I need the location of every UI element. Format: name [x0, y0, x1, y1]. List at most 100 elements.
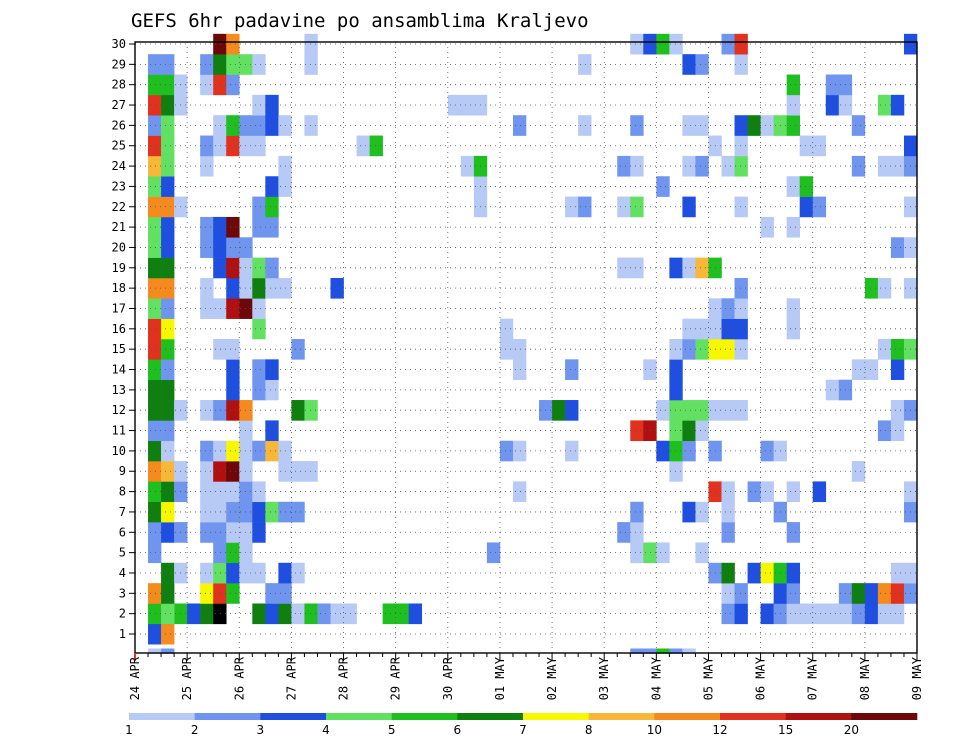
heatmap-cell — [200, 440, 214, 462]
heatmap-cell — [721, 155, 735, 177]
heatmap-cell — [877, 155, 892, 177]
heatmap-cell — [161, 583, 175, 604]
heatmap-cell — [226, 298, 240, 319]
heatmap-cell — [252, 298, 266, 319]
heatmap-cell — [148, 54, 162, 75]
y-tick-label: 10 — [112, 444, 126, 458]
heatmap-cell — [200, 155, 214, 177]
heatmap-cell — [890, 400, 905, 421]
heatmap-cell — [695, 542, 709, 564]
heatmap-cell — [734, 583, 748, 604]
y-tick-label: 27 — [112, 98, 126, 112]
heatmap-cell — [161, 603, 175, 625]
heatmap-cell — [799, 176, 814, 197]
heatmap-cell — [148, 648, 162, 654]
heatmap-cell — [682, 54, 696, 75]
heatmap-cell — [161, 155, 175, 177]
heatmap-cell — [799, 603, 814, 625]
heatmap-cell — [213, 135, 227, 157]
x-tick-label: 06 MAY — [754, 656, 768, 700]
heatmap-cell — [682, 257, 696, 279]
colorbar-swatch — [129, 713, 195, 720]
heatmap-cell — [226, 461, 240, 482]
heatmap-cell — [200, 298, 214, 319]
heatmap-cell — [760, 603, 774, 625]
heatmap-cell — [213, 603, 227, 625]
heatmap-cell — [213, 298, 227, 319]
heatmap-cell — [812, 603, 827, 625]
heatmap-cell — [148, 74, 162, 96]
heatmap-cell — [695, 420, 709, 442]
heatmap-cell — [682, 155, 696, 177]
heatmap-cell — [851, 603, 866, 625]
heatmap-cell — [877, 277, 892, 299]
heatmap-cell — [786, 74, 800, 96]
heatmap-cell — [226, 339, 240, 360]
y-tick-label: 9 — [119, 464, 126, 478]
heatmap-cell — [265, 603, 279, 625]
heatmap-cell — [213, 440, 227, 462]
heatmap-cell — [812, 481, 827, 503]
heatmap-cell — [890, 339, 905, 360]
colorbar-label: 15 — [778, 723, 793, 737]
heatmap-cell — [200, 562, 214, 584]
heatmap-cell — [721, 481, 735, 503]
heatmap-cell — [148, 155, 162, 177]
y-tick-label: 15 — [112, 342, 126, 356]
heatmap-cell — [617, 257, 631, 279]
heatmap-cell — [669, 379, 683, 401]
heatmap-cell — [161, 257, 175, 279]
heatmap-cell — [695, 501, 709, 523]
heatmap-cell — [656, 176, 670, 197]
heatmap-cell — [669, 339, 683, 360]
heatmap-cell — [161, 298, 175, 319]
heatmap-cell — [786, 603, 800, 625]
heatmap-cell — [148, 359, 162, 380]
colorbar-label: 5 — [388, 723, 396, 737]
colorbar-legend: 1 2 3 4 5 6 7 8 10 12 15 20 — [125, 713, 918, 737]
heatmap-cell — [669, 257, 683, 279]
y-tick-label: 4 — [119, 566, 126, 580]
heatmap-cells — [148, 33, 918, 654]
heatmap-cell — [148, 440, 162, 462]
heatmap-cell — [578, 196, 592, 218]
colorbar-swatch — [851, 713, 918, 720]
x-tick-label: 25 APR — [180, 656, 194, 700]
heatmap-cell — [721, 562, 735, 584]
heatmap-cell — [721, 603, 735, 625]
heatmap-cell — [213, 461, 227, 482]
x-tick-label: 26 APR — [232, 656, 246, 700]
heatmap-cell — [213, 583, 227, 604]
heatmap-cell — [161, 176, 175, 197]
heatmap-cell — [213, 400, 227, 421]
y-tick-label: 23 — [112, 179, 126, 193]
heatmap-cell — [213, 481, 227, 503]
heatmap-cell — [200, 583, 214, 604]
heatmap-cell — [148, 94, 162, 116]
colorbar-swatch — [720, 713, 786, 720]
heatmap-cell — [460, 155, 475, 177]
heatmap-cell — [148, 379, 162, 401]
heatmap-cell — [200, 522, 214, 543]
heatmap-cell — [265, 379, 279, 401]
colorbar-swatch — [260, 713, 327, 720]
heatmap-cell — [721, 318, 735, 340]
heatmap-cell — [669, 400, 683, 421]
heatmap-cell — [213, 562, 227, 584]
y-tick-label: 13 — [112, 383, 126, 397]
heatmap-cell — [499, 440, 514, 462]
colorbar-swatch — [457, 713, 524, 720]
heatmap-cell — [734, 298, 748, 319]
heatmap-cell — [721, 33, 735, 55]
heatmap-cell — [656, 648, 670, 654]
heatmap-cell — [148, 420, 162, 442]
colorbar-swatch — [326, 713, 392, 720]
heatmap-cell — [682, 318, 696, 340]
heatmap-cell — [252, 440, 266, 462]
heatmap-cell — [382, 603, 396, 625]
y-tick-label: 5 — [119, 546, 126, 560]
heatmap-cell — [734, 339, 748, 360]
heatmap-cell — [786, 562, 800, 584]
heatmap-cell — [252, 277, 266, 299]
heatmap-cell — [643, 542, 657, 564]
